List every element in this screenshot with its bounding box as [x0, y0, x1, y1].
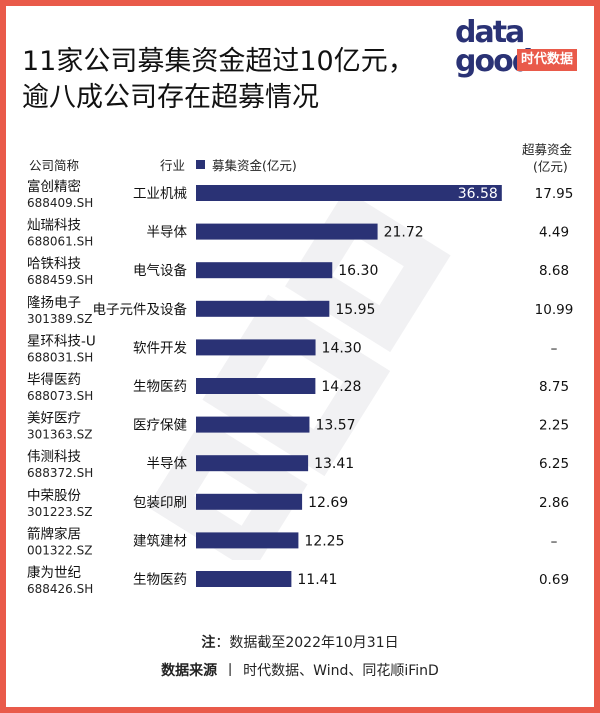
footnote-sep: ：	[215, 635, 230, 651]
industry-label: 半导体	[147, 225, 188, 241]
company-name: 康为世纪	[27, 564, 81, 581]
top-accent-bar	[0, 0, 600, 6]
bar	[196, 455, 309, 472]
bar-value-label: 14.30	[322, 340, 362, 356]
footnote: 注：数据截至2022年10月31日	[0, 632, 600, 652]
company-code: 688061.SH	[27, 235, 93, 249]
company-name: 箭牌家居	[27, 525, 81, 542]
source-sep: 丨	[223, 663, 238, 679]
chart-title: 11家公司募集资金超过10亿元， 逾八成公司存在超募情况	[22, 44, 422, 116]
industry-label: 软件开发	[133, 340, 187, 356]
bar-value-label: 16.30	[338, 263, 378, 279]
company-code: 688031.SH	[27, 350, 93, 364]
industry-label: 工业机械	[133, 186, 187, 202]
bar-value-label: 15.95	[335, 302, 375, 318]
bar-value-label: 13.41	[314, 456, 354, 472]
bar	[196, 185, 502, 201]
bar-value-label: 12.25	[304, 533, 344, 549]
over-raise-value: –	[551, 533, 558, 549]
over-raise-value: 4.49	[539, 225, 569, 241]
header-industry: 行业	[160, 158, 186, 173]
title-line-1: 11家公司募集资金超过10亿元，	[22, 46, 415, 77]
company-name: 毕得医药	[27, 371, 81, 388]
header-company: 公司简称	[29, 158, 80, 173]
bar	[196, 223, 378, 240]
datagood-logo: data good 时代数据	[455, 18, 585, 88]
industry-label: 生物医药	[133, 572, 187, 588]
bar	[196, 300, 330, 317]
company-code: 301389.SZ	[27, 312, 92, 326]
bar-value-label: 13.57	[315, 418, 355, 434]
company-name: 富创精密	[27, 178, 81, 195]
bar-value-label: 11.41	[297, 572, 337, 588]
bar-value-label: 21.72	[384, 225, 424, 241]
company-code: 301363.SZ	[27, 428, 92, 442]
title-line-2: 逾八成公司存在超募情况	[22, 82, 319, 113]
legend-label: 募集资金(亿元)	[212, 158, 297, 173]
bar-value-label: 14.28	[321, 379, 361, 395]
company-name: 隆扬电子	[27, 295, 81, 311]
over-raise-value: 2.25	[539, 418, 569, 434]
industry-label: 医疗保健	[133, 418, 187, 434]
industry-label: 电子元件及设备	[93, 301, 188, 318]
bar-value-label: 12.69	[308, 495, 348, 511]
over-raise-value: 2.86	[539, 495, 569, 511]
over-raise-value: 10.99	[535, 302, 574, 318]
bar	[196, 416, 310, 433]
company-name: 灿瑞科技	[27, 218, 81, 234]
legend-swatch	[196, 160, 205, 169]
company-code: 688372.SH	[27, 466, 93, 480]
company-code: 688459.SH	[27, 273, 93, 287]
bar	[196, 493, 303, 510]
company-name: 星环科技-U	[27, 333, 96, 349]
company-code: 001322.SZ	[27, 543, 92, 557]
footnote-label: 注	[201, 635, 216, 651]
over-raise-value: 6.25	[539, 456, 569, 472]
bar	[196, 339, 316, 356]
company-code: 688426.SH	[27, 582, 93, 596]
logo-text-top: data	[455, 15, 525, 50]
bar	[196, 532, 299, 549]
company-name: 哈铁科技	[27, 256, 81, 272]
company-code: 301223.SZ	[27, 505, 92, 519]
source-text: 时代数据、Wind、同花顺iFinD	[243, 663, 439, 679]
over-raise-value: 17.95	[535, 186, 574, 202]
header-over-line1: 超募资金	[522, 142, 573, 157]
company-name: 美好医疗	[27, 411, 81, 427]
industry-label: 电气设备	[133, 262, 187, 279]
industry-label: 半导体	[147, 456, 188, 472]
over-raise-value: –	[551, 340, 558, 356]
industry-label: 包装印刷	[133, 495, 187, 511]
bar-value-label: 36.58	[458, 186, 498, 202]
bar	[196, 571, 292, 587]
bar	[196, 378, 316, 394]
over-raise-value: 8.75	[539, 379, 569, 395]
company-name: 伟测科技	[27, 449, 81, 465]
bar	[196, 262, 333, 279]
over-raise-value: 0.69	[539, 572, 569, 588]
industry-label: 建筑建材	[133, 533, 187, 549]
company-code: 688073.SH	[27, 389, 93, 403]
footnote-text: 数据截至2022年10月31日	[229, 635, 399, 651]
industry-label: 生物医药	[133, 379, 187, 395]
header-over-line2: (亿元)	[533, 159, 568, 174]
company-code: 688409.SH	[27, 196, 93, 210]
source-label: 数据来源	[161, 663, 218, 679]
logo-badge: 时代数据	[517, 49, 578, 71]
source-line: 数据来源丨时代数据、Wind、同花顺iFinD	[0, 660, 600, 680]
company-name: 中荣股份	[27, 488, 81, 504]
over-raise-value: 8.68	[539, 263, 569, 279]
